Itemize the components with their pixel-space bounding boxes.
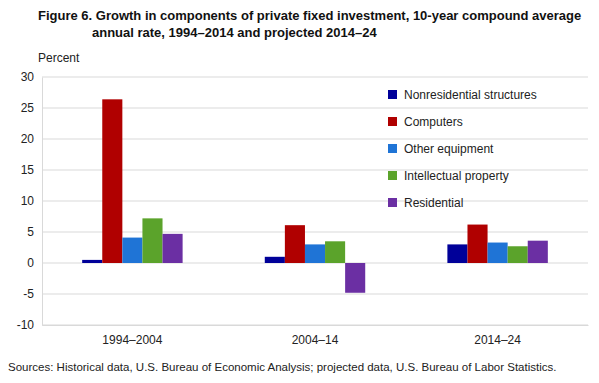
legend-swatch	[388, 117, 397, 126]
y-tick: 20	[21, 132, 42, 146]
legend-swatch	[388, 171, 397, 180]
legend-item: Nonresidential structures	[388, 88, 537, 102]
x-tick: 2004–14	[292, 325, 339, 347]
legend-swatch	[388, 144, 397, 153]
bar	[142, 218, 162, 263]
y-tick-label: 20	[21, 132, 35, 146]
x-tick-label: 2004–14	[292, 333, 339, 347]
grid-line	[42, 201, 588, 202]
y-tick: 0	[27, 256, 42, 270]
y-axis-line	[42, 78, 43, 326]
grid-line	[42, 108, 588, 109]
bar	[102, 99, 122, 263]
y-tick-label: 25	[21, 101, 35, 115]
legend-label: Other equipment	[404, 142, 494, 156]
legend-item: Intellectual property	[388, 169, 509, 183]
title: Figure 6. Growth in components of privat…	[38, 8, 581, 40]
legend-swatch	[388, 198, 397, 207]
bar	[467, 225, 487, 263]
y-tick: -5	[23, 287, 42, 301]
series	[163, 234, 548, 293]
y-axis-title: Percent	[38, 51, 80, 65]
legend-item: Other equipment	[388, 142, 494, 156]
y-tick-label: 0	[27, 256, 34, 270]
y-tick-label: 30	[21, 70, 35, 84]
grid-line	[42, 77, 588, 78]
y-tick-label: 10	[21, 194, 35, 208]
x-tick: 2014–24	[474, 325, 521, 347]
legend-label: Intellectual property	[404, 169, 509, 183]
grid-line	[42, 139, 588, 140]
plot: -10 -5 0 5 10 15 20 25 30 1994–2004 2004–14 2014–24…	[17, 70, 589, 346]
y-tick: 10	[21, 194, 42, 208]
y-tick-label: 5	[27, 225, 34, 239]
x-axis-line	[43, 325, 589, 326]
series	[142, 218, 527, 263]
x-tick: 1994–2004	[102, 325, 162, 347]
grid-line	[42, 294, 588, 295]
bar	[447, 244, 467, 263]
x-tick-label: 2014–24	[474, 333, 521, 347]
y-tick-label: 15	[21, 163, 35, 177]
bars	[82, 99, 548, 292]
legend-swatch	[388, 90, 397, 99]
bar	[265, 257, 285, 263]
y-tick-label: -10	[17, 318, 35, 332]
chart: Figure 6. Growth in components of privat…	[0, 0, 599, 383]
legend-label: Nonresidential structures	[404, 88, 537, 102]
bar	[345, 263, 365, 293]
x-tick-label: 1994–2004	[102, 333, 162, 347]
grid-line	[42, 325, 588, 326]
legend: Nonresidential structures Computers Other …	[388, 88, 537, 210]
y-tick: -10	[17, 318, 42, 332]
bar	[163, 234, 183, 263]
source-note: Sources: Historical data, U.S. Bureau of…	[8, 361, 556, 373]
y-tick: 25	[21, 101, 42, 115]
legend-label: Computers	[404, 115, 463, 129]
legend-label: Residential	[404, 196, 463, 210]
bar	[508, 246, 528, 263]
y-axis: -10 -5 0 5 10 15 20 25 30	[17, 70, 43, 332]
bar	[285, 225, 305, 263]
bar	[82, 260, 102, 263]
x-axis: 1994–2004 2004–14 2014–24	[43, 325, 589, 347]
grid-line	[42, 232, 588, 233]
bar	[122, 238, 142, 263]
grid	[42, 77, 588, 325]
y-tick: 15	[21, 163, 42, 177]
y-tick: 5	[27, 225, 42, 239]
bar	[528, 241, 548, 263]
bar	[305, 244, 325, 263]
legend-item: Computers	[388, 115, 463, 129]
bar	[325, 241, 345, 263]
legend-item: Residential	[388, 196, 463, 210]
y-tick-label: -5	[23, 287, 34, 301]
bar	[488, 243, 508, 263]
y-tick: 30	[21, 70, 42, 84]
